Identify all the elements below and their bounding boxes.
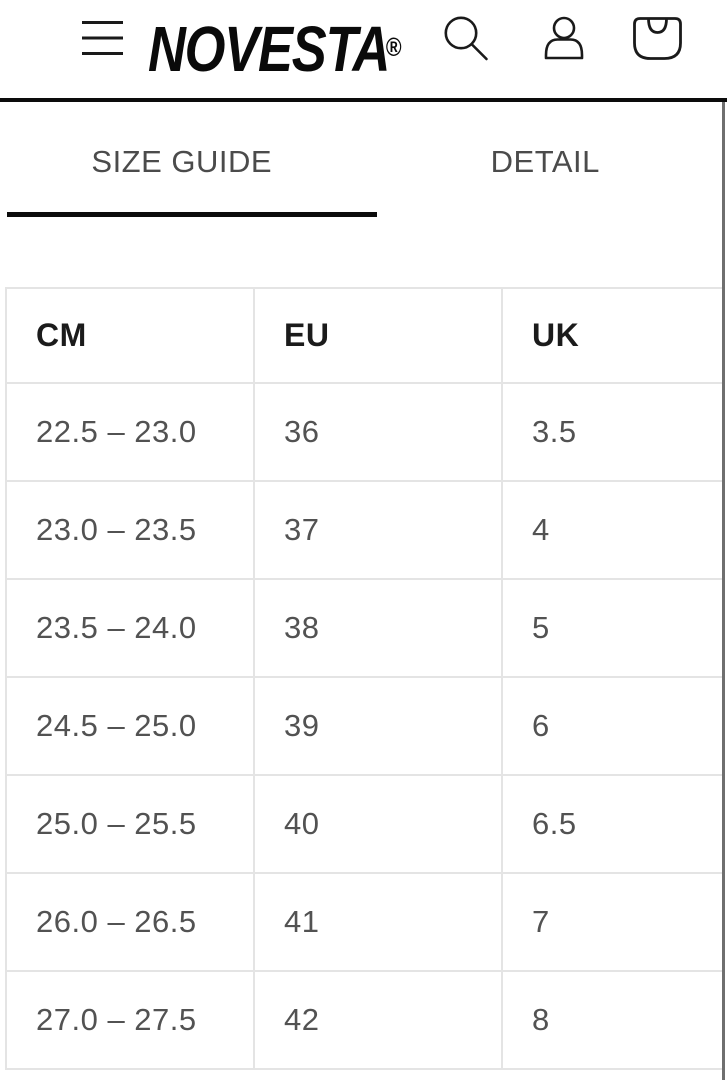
tab-detail[interactable]: DETAIL (364, 102, 727, 218)
table-cell: 37 (253, 480, 503, 580)
table-cell: 39 (253, 676, 503, 776)
size-table-head: CM EU UK (5, 287, 725, 384)
hamburger-icon (82, 19, 123, 57)
table-cell: 27.0 – 27.5 (5, 970, 255, 1070)
table-row: 23.0 – 23.5 37 4 (5, 480, 725, 580)
table-cell: 26.0 – 26.5 (5, 872, 255, 972)
account-button[interactable] (541, 16, 587, 60)
menu-button[interactable] (82, 19, 123, 57)
table-cell: 23.0 – 23.5 (5, 480, 255, 580)
active-tab-underline (7, 212, 377, 217)
brand-wordmark: NOVESTA® (148, 13, 402, 85)
registered-trademark: ® (385, 32, 402, 62)
table-cell: 42 (253, 970, 503, 1070)
column-header: CM (5, 287, 255, 384)
table-row: 22.5 – 23.0 36 3.5 (5, 382, 725, 482)
table-cell: 7 (501, 872, 725, 972)
account-icon (541, 16, 587, 60)
table-row: 26.0 – 26.5 41 7 (5, 872, 725, 972)
table-cell: 5 (501, 578, 725, 678)
table-row: 27.0 – 27.5 42 8 (5, 970, 725, 1070)
cart-button[interactable] (633, 17, 682, 60)
table-cell: 38 (253, 578, 503, 678)
scrollbar-thumb[interactable] (722, 102, 725, 1080)
column-header: EU (253, 287, 503, 384)
cart-icon (633, 17, 682, 60)
search-icon (444, 16, 490, 62)
header-divider (0, 98, 727, 102)
table-cell: 3.5 (501, 382, 725, 482)
brand-logo[interactable]: NOVESTA® (148, 0, 460, 98)
table-cell: 22.5 – 23.0 (5, 382, 255, 482)
table-cell: 23.5 – 24.0 (5, 578, 255, 678)
table-cell: 4 (501, 480, 725, 580)
table-cell: 6.5 (501, 774, 725, 874)
tab-size-guide[interactable]: SIZE GUIDE (0, 102, 364, 218)
table-cell: 41 (253, 872, 503, 972)
column-header: UK (501, 287, 725, 384)
table-row: 25.0 – 25.5 40 6.5 (5, 774, 725, 874)
search-button[interactable] (444, 16, 490, 62)
table-cell: 8 (501, 970, 725, 1070)
table-row: 24.5 – 25.0 39 6 (5, 676, 725, 776)
table-cell: 36 (253, 382, 503, 482)
size-table: CM EU UK 22.5 – 23.0 36 3.5 23.0 – 23.5 37 4 23.… (5, 287, 725, 1070)
size-table-body: 22.5 – 23.0 36 3.5 23.0 – 23.5 37 4 23.5 – 24.… (5, 382, 725, 1070)
tab-bar: SIZE GUIDE DETAIL (0, 102, 727, 218)
app-header: NOVESTA® (0, 0, 727, 98)
table-row: 23.5 – 24.0 38 5 (5, 578, 725, 678)
table-cell: 25.0 – 25.5 (5, 774, 255, 874)
table-cell: 6 (501, 676, 725, 776)
table-cell: 24.5 – 25.0 (5, 676, 255, 776)
table-cell: 40 (253, 774, 503, 874)
table-header-row: CM EU UK (5, 287, 725, 384)
